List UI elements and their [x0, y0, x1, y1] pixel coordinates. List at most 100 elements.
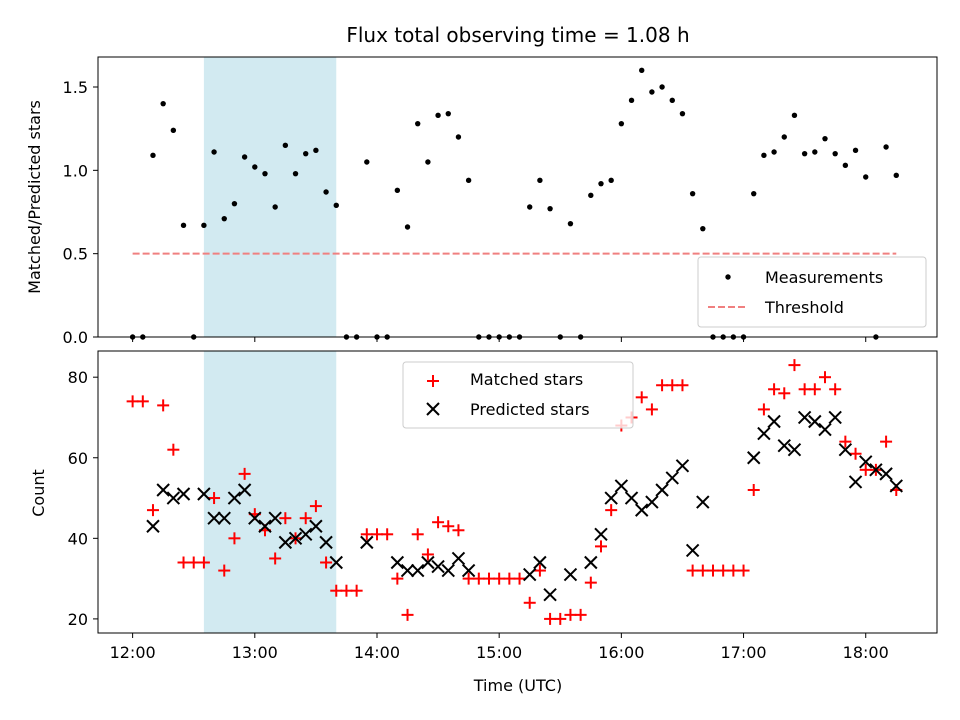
matched-star-point: [666, 379, 679, 392]
predicted-star-stroke-b: [787, 442, 802, 457]
predicted-star-point: [431, 559, 445, 574]
x-tick-label: 15:00: [476, 643, 522, 662]
predicted-star-point: [879, 467, 893, 481]
predicted-star-point: [390, 555, 405, 570]
predicted-star-point: [156, 483, 170, 497]
predicted-star-point: [563, 567, 578, 582]
predicted-star-stroke-b: [818, 422, 832, 437]
measurement-point: [282, 142, 289, 149]
predicted-star-point: [685, 543, 700, 558]
predicted-star-point: [237, 483, 252, 497]
predicted-star-point: [594, 527, 608, 542]
matched-star-point: [330, 584, 343, 597]
predicted-star-point: [869, 463, 883, 477]
matched-star-point: [197, 556, 210, 569]
matched-star-point: [605, 504, 618, 517]
measurement-point: [425, 159, 431, 165]
predicted-star-stroke-b: [767, 414, 781, 429]
x-tick-label: 17:00: [720, 643, 766, 662]
matched-star-point: [146, 504, 159, 517]
predicted-star-point: [614, 479, 629, 493]
predicted-star-stroke-b: [268, 511, 282, 525]
matched-star-point: [493, 572, 506, 585]
measurement-point: [180, 222, 187, 229]
matched-star-point: [320, 556, 333, 569]
measurement-point: [313, 147, 319, 154]
predicted-star-point: [767, 414, 781, 429]
predicted-star-stroke-b: [197, 487, 211, 501]
predicted-star-stroke-b: [685, 543, 700, 558]
matched-star-point: [757, 403, 770, 416]
predicted-star-point: [655, 483, 669, 497]
y-tick-label: 0.0: [63, 328, 88, 347]
predicted-star-point: [533, 555, 547, 570]
measurement-point: [211, 149, 217, 155]
predicted-star-stroke-b: [747, 451, 761, 465]
matched-star-point: [421, 548, 434, 561]
predicted-star-stroke-b: [390, 555, 405, 570]
measurement-point: [618, 120, 625, 127]
x-tick-label: 18:00: [843, 643, 889, 662]
predicted-star-stroke-b: [635, 503, 649, 517]
predicted-star-point: [848, 475, 863, 489]
measurement-point: [170, 127, 177, 134]
measurement-point: [689, 190, 696, 197]
measurement-point: [812, 149, 818, 155]
predicted-star-point: [288, 531, 303, 546]
predicted-star-stroke-b: [645, 495, 659, 509]
measurement-point: [150, 152, 156, 159]
measurement-point: [567, 220, 574, 227]
matched-star-point: [381, 528, 394, 541]
predicted-star-point: [400, 563, 415, 578]
predicted-star-stroke-b: [604, 491, 618, 505]
measurement-point: [252, 164, 258, 170]
predicted-star-stroke-b: [166, 491, 181, 505]
predicted-star-point: [828, 410, 842, 425]
top-legend: Measurements Threshold: [697, 256, 927, 328]
predicted-star-stroke-b: [451, 551, 466, 566]
predicted-star-point: [166, 491, 181, 505]
predicted-star-point: [747, 451, 761, 465]
predicted-star-stroke-b: [441, 563, 455, 578]
predicted-star-point: [451, 551, 466, 566]
predicted-star-point: [889, 479, 903, 493]
measurement-point: [394, 187, 401, 194]
matched-star-point: [808, 383, 821, 396]
predicted-star-stroke-b: [675, 459, 690, 473]
predicted-star-stroke-b: [146, 519, 160, 533]
measurement-point: [323, 189, 329, 195]
matched-star-point: [167, 443, 180, 456]
predicted-star-stroke-b: [614, 479, 629, 493]
matched-star-point: [574, 608, 587, 621]
matched-star-point: [360, 528, 373, 541]
axes-frame: [97, 56, 938, 338]
legend-measurements-marker: [725, 274, 731, 280]
matched-star-point: [554, 612, 567, 625]
matched-star-point: [880, 435, 893, 448]
predicted-star-stroke-b: [777, 438, 791, 453]
y-tick-label: 0.5: [63, 245, 88, 264]
matched-star-point: [676, 379, 689, 392]
matched-star-point: [859, 463, 872, 476]
predicted-star-stroke-b: [594, 527, 608, 542]
measurement-point: [842, 162, 849, 169]
measurement-point: [893, 172, 899, 179]
predicted-star-stroke-b: [869, 463, 883, 477]
y-tick-label: 1.0: [63, 161, 88, 180]
x-axis-label: Time (UTC): [473, 676, 562, 695]
measurement-point: [435, 112, 441, 119]
predicted-star-point: [818, 422, 832, 437]
matched-star-point: [645, 403, 658, 416]
y-tick-label: 1.5: [63, 78, 88, 97]
matched-star-point: [768, 383, 781, 396]
matched-star-point: [391, 572, 404, 585]
top-y-axis-label: Matched/Predicted stars: [25, 100, 44, 294]
matched-star-point: [218, 564, 231, 577]
matched-star-point: [432, 516, 445, 529]
predicted-star-point: [645, 495, 659, 509]
predicted-star-stroke-b: [665, 471, 679, 485]
measurement-point: [608, 177, 614, 184]
measurement-point: [751, 190, 757, 197]
predicted-star-point: [859, 455, 873, 469]
predicted-star-stroke-b: [319, 535, 333, 550]
